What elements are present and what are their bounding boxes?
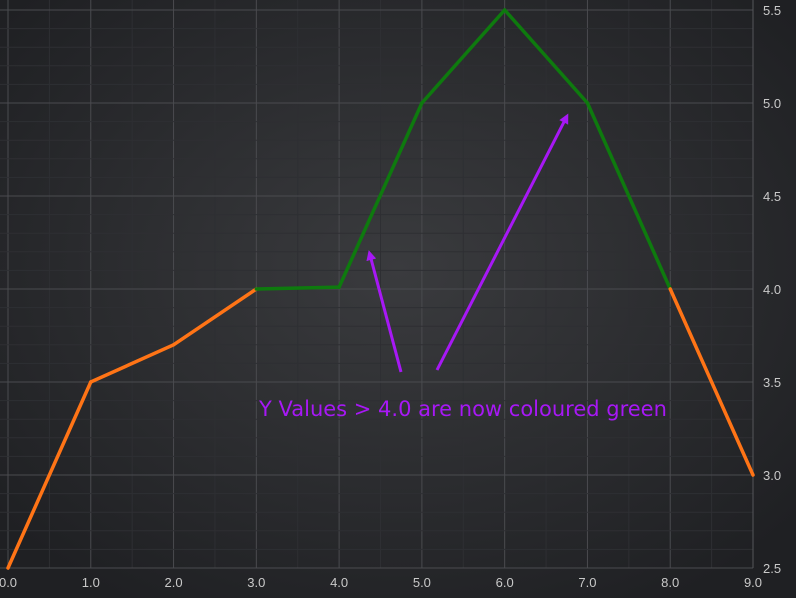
line-segment-green bbox=[254, 285, 341, 291]
grid bbox=[0, 0, 754, 569]
line-segment-orange bbox=[89, 343, 176, 384]
y-tick-label: 4.0 bbox=[763, 282, 781, 297]
series-line bbox=[6, 8, 755, 570]
x-axis: 0.0 1.0 2.0 3.0 4.0 5.0 6.0 7.0 8.0 9.0 bbox=[0, 575, 762, 590]
y-tick-label: 5.0 bbox=[763, 96, 781, 111]
x-tick-label: 9.0 bbox=[744, 575, 762, 590]
line-segment-green bbox=[585, 101, 672, 291]
y-tick-label: 5.5 bbox=[763, 3, 781, 18]
y-tick-label: 2.5 bbox=[763, 561, 781, 576]
x-tick-label: 3.0 bbox=[247, 575, 265, 590]
y-tick-label: 3.5 bbox=[763, 375, 781, 390]
line-segment-green bbox=[502, 8, 590, 105]
x-tick-label: 0.0 bbox=[0, 575, 17, 590]
line-segment-orange bbox=[6, 380, 93, 570]
x-tick-label: 5.0 bbox=[413, 575, 431, 590]
annotation-arrow-right bbox=[435, 113, 569, 371]
annotation-arrow-left bbox=[366, 250, 403, 373]
line-segment-green bbox=[420, 8, 507, 105]
line-segment-green bbox=[337, 101, 424, 289]
x-tick-label: 7.0 bbox=[578, 575, 596, 590]
x-tick-label: 8.0 bbox=[661, 575, 679, 590]
annotation-group: Y Values > 4.0 are now coloured green bbox=[258, 113, 667, 421]
y-axis: 2.5 3.0 3.5 4.0 4.5 5.0 5.5 bbox=[763, 3, 781, 576]
x-tick-label: 4.0 bbox=[330, 575, 348, 590]
x-tick-label: 6.0 bbox=[496, 575, 514, 590]
x-tick-label: 1.0 bbox=[82, 575, 100, 590]
line-segment-orange bbox=[668, 287, 755, 477]
x-tick-label: 2.0 bbox=[165, 575, 183, 590]
y-tick-label: 3.0 bbox=[763, 468, 781, 483]
y-tick-label: 4.5 bbox=[763, 189, 781, 204]
line-segment-orange bbox=[171, 287, 259, 347]
annotation-text: Y Values > 4.0 are now coloured green bbox=[258, 397, 667, 421]
